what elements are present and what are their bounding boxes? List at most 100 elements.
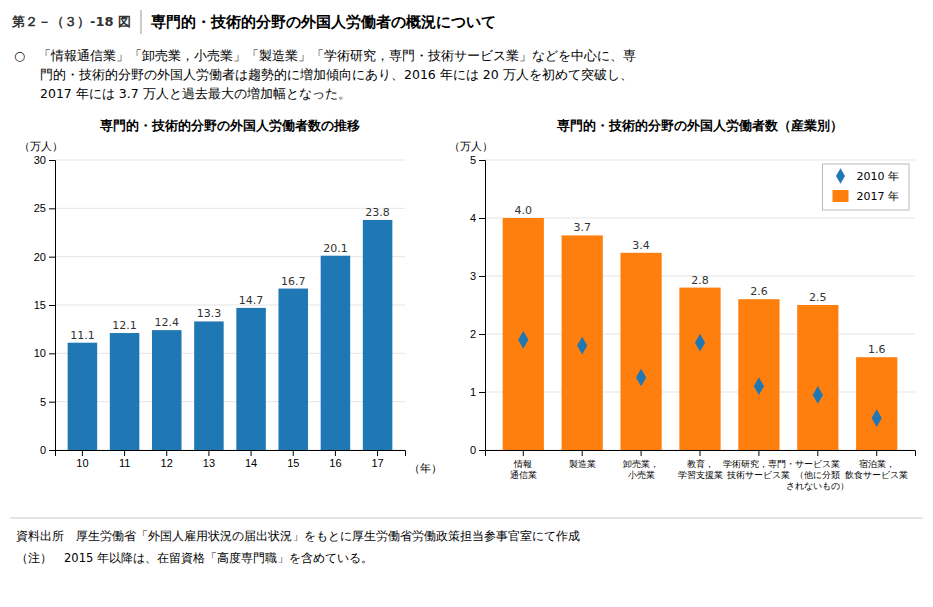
x-tick: 16	[329, 450, 341, 469]
tick-label: 情報通信業	[510, 459, 537, 480]
tick-mark	[876, 450, 877, 456]
tick-label: 宿泊業，飲食サービス業	[845, 459, 908, 480]
legend-label: 2010 年	[857, 170, 900, 183]
y-tick: 4	[470, 212, 485, 224]
tick-mark	[49, 305, 55, 306]
tick-label-line: 宿泊業，	[859, 459, 895, 469]
bar	[321, 256, 351, 450]
data-label: 3.7	[573, 221, 591, 234]
tick-label: 14	[245, 457, 257, 469]
x-tick: 12	[161, 450, 173, 469]
data-label: 1.6	[868, 343, 886, 356]
y-tick: 5	[40, 396, 55, 408]
footer-line: 資料出所 厚生労働省「外国人雇用状況の届出状況」をもとに厚生労働省労働政策担当参…	[16, 529, 580, 543]
tick-label: 教育，学習支援業	[678, 459, 723, 480]
x-axis-label: （年）	[409, 462, 442, 475]
tick-mark	[49, 208, 55, 209]
grid-line	[485, 218, 915, 219]
x-tick: 10	[76, 450, 88, 469]
grid-line	[55, 353, 405, 354]
axis-domain	[56, 451, 406, 457]
tick-mark	[82, 450, 83, 456]
tick-mark	[700, 450, 701, 456]
tick-label: 15	[287, 457, 299, 469]
tick-label: 1	[470, 386, 476, 398]
tick-mark	[166, 450, 167, 456]
tick-label-line: 情報	[513, 459, 532, 469]
bar	[236, 308, 266, 450]
bar	[562, 235, 603, 450]
chart: 4.03.73.42.82.62.51.6012345情報通信業製造業卸売業，小…	[449, 118, 916, 491]
tick-label: 5	[470, 154, 476, 166]
data-labels: 11.112.112.413.314.716.720.123.8	[70, 206, 390, 342]
y-axis: 051015202530	[34, 154, 56, 456]
bar	[363, 220, 393, 450]
data-label: 23.8	[365, 206, 390, 219]
tick-mark	[49, 257, 55, 258]
x-tick: 卸売業，小売業	[623, 450, 659, 480]
footer: 資料出所 厚生労働省「外国人雇用状況の届出状況」をもとに厚生労働省労働政策担当参…	[10, 518, 923, 565]
legend-label: 2017 年	[857, 190, 900, 203]
x-axis: 情報通信業 製造業 卸売業，小売業教育，学習支援業学術研究，専門・技術サービス業サー…	[486, 450, 916, 491]
x-tick: 宿泊業，飲食サービス業	[845, 450, 908, 480]
tick-label: 製造業	[569, 459, 596, 469]
axis-domain	[479, 161, 486, 451]
y-tick: 15	[34, 299, 55, 311]
tick-mark	[641, 450, 642, 456]
x-tick: 11	[119, 450, 130, 469]
description-line: 門的・技術的分野の外国人労働者は趨勢的に増加傾向にあり、2016 年には 20 …	[14, 67, 633, 82]
bar	[194, 321, 224, 450]
x-tick: サービス業（他に分類されないもの）	[786, 450, 849, 491]
data-label: 3.4	[632, 239, 650, 252]
tick-label: 卸売業，小売業	[623, 459, 659, 480]
tick-label: 11	[119, 457, 130, 469]
y-axis: 0 1 2 3 4 5	[470, 154, 486, 456]
tick-label-line: されないもの）	[786, 481, 849, 491]
tick-mark	[49, 402, 55, 403]
tick-label: 0	[470, 444, 476, 456]
y-tick: 3	[470, 270, 485, 282]
grid-line	[55, 256, 405, 257]
tick-label: 4	[470, 212, 476, 224]
figure-label: 第２－（３）-18 図	[11, 14, 131, 29]
point	[695, 334, 705, 352]
tick-label-line: 製造業	[569, 459, 596, 469]
axis-domain	[49, 161, 56, 451]
tick-mark	[49, 353, 55, 354]
tick-mark	[377, 450, 378, 456]
tick-label-line: （他に分類	[795, 470, 840, 480]
tick-label: 25	[34, 202, 46, 214]
x-tick: 15	[287, 450, 299, 469]
chart-title: 専門的・技術的分野の外国人労働者数の推移	[99, 118, 360, 133]
tick-label-line: 技術サービス業	[726, 470, 790, 480]
grid	[55, 160, 405, 450]
legend-item: 2017 年	[833, 190, 900, 203]
tick-mark	[293, 450, 294, 456]
bar	[797, 305, 838, 450]
point	[872, 409, 882, 427]
tick-label: 13	[203, 457, 215, 469]
grid-line	[55, 305, 405, 306]
point	[754, 377, 764, 395]
tick-mark	[479, 160, 485, 161]
tick-label: 2	[470, 328, 476, 340]
x-tick: 製造業	[569, 450, 596, 469]
tick-label: 12	[161, 457, 173, 469]
axis-domain	[486, 451, 916, 457]
tick-label: 10	[76, 457, 88, 469]
bar	[152, 330, 182, 450]
tick-label-line: 学術研究，専門・	[723, 459, 795, 469]
y-tick: 5	[470, 154, 485, 166]
y-axis-label: （万人）	[449, 140, 493, 153]
data-label: 4.0	[515, 204, 533, 217]
legend-swatch	[833, 190, 849, 202]
tick-label: 10	[34, 347, 46, 359]
bar	[856, 357, 897, 450]
legend-item: 2010 年	[836, 168, 899, 184]
tick-mark	[817, 450, 818, 456]
tick-mark	[49, 160, 55, 161]
y-tick: 2	[470, 328, 485, 340]
tick-label-line: 教育，	[687, 459, 714, 469]
y-tick: 30	[34, 154, 55, 166]
bar	[68, 343, 98, 450]
